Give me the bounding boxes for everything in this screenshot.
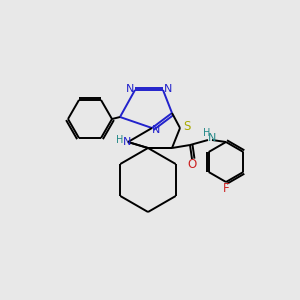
Text: F: F [223,182,229,196]
Text: S: S [183,119,191,133]
Text: N: N [152,125,160,135]
Text: H: H [116,135,124,145]
Text: N: N [208,133,216,143]
Text: O: O [188,158,196,172]
Text: N: N [126,84,134,94]
Text: H: H [203,128,211,138]
Text: N: N [123,137,131,147]
Text: N: N [164,84,172,94]
